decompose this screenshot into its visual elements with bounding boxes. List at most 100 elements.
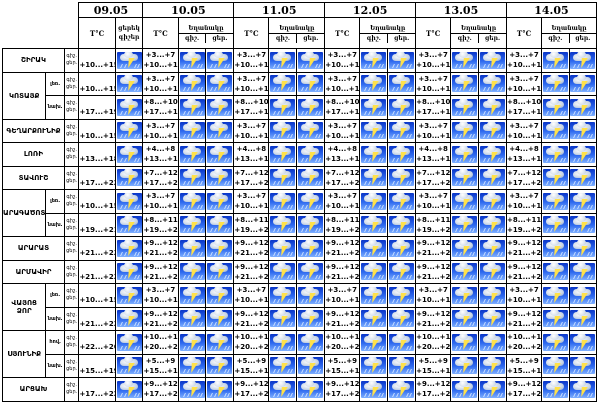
thunderstorm-rain-icon [207, 333, 233, 351]
temperature-cell: +4...+8+13...+18 [324, 142, 361, 167]
weather-icon-cell [205, 165, 235, 190]
thunderstorm-rain-icon [452, 145, 478, 163]
thunderstorm-rain-icon [543, 98, 569, 116]
weather-icon-cell [450, 377, 480, 402]
temp-column-header: T°C [415, 17, 452, 49]
day-temp: +17...+22 [79, 390, 116, 399]
day-temp: +17...+19 [234, 108, 269, 117]
day-temp: +17...+19 [416, 108, 451, 117]
thunderstorm-rain-icon [179, 216, 205, 234]
weather-icon-cell [114, 353, 144, 378]
day-temp: +10...+15 [234, 84, 269, 93]
night-temp: +8...+10 [325, 98, 360, 107]
day-temp: +10...+15 [416, 202, 451, 211]
thunderstorm-rain-icon [179, 239, 205, 257]
weather-header-label: ցերեկ [118, 25, 140, 32]
weather-icon-cell [177, 165, 207, 190]
night-label: գիշ. [66, 335, 77, 342]
weather-column-header: Եղանակը գիշ. ցեր. [268, 17, 326, 49]
night-temp: +7...+12 [416, 168, 451, 177]
thunderstorm-rain-icon [543, 75, 569, 93]
night-temp: +9...+12 [506, 239, 542, 248]
night-temp: +9...+12 [416, 380, 451, 389]
weather-icon-cell [387, 165, 417, 190]
weather-icon-cell [177, 306, 207, 331]
day-temp: +17...+22 [234, 390, 269, 399]
temperature-cell: +9...+12+21...+23 [415, 306, 452, 331]
thunderstorm-rain-icon [298, 263, 324, 281]
weather-icon-cell [478, 142, 507, 167]
thunderstorm-rain-icon [298, 98, 324, 116]
thunderstorm-rain-icon [179, 333, 205, 351]
temperature-cell: +8...+10+17...+19 [505, 95, 543, 120]
day-temp: +17...+22 [143, 390, 178, 399]
weather-icon-cell [114, 95, 144, 120]
night-temp: +9...+12 [325, 309, 360, 318]
temperature-cell: +9...+12+21...+23 [233, 259, 270, 284]
thunderstorm-rain-icon [570, 169, 596, 187]
temperature-cell: +3...+7+10...+15 [324, 283, 361, 308]
weather-column-header: Եղանակը գիշ. ցեր. [541, 17, 597, 49]
weather-icon-cell [205, 353, 235, 378]
temperature-cell: +7...+12+17...+22 [505, 165, 543, 190]
weather-icon-cell [450, 71, 480, 96]
thunderstorm-rain-icon [116, 169, 142, 187]
thunderstorm-rain-icon [207, 286, 233, 304]
temperature-cell: +9...+12+21...+23 [415, 236, 452, 261]
weather-icon-cell [114, 377, 144, 402]
temperature-cell: +4...+8+13...+18 [505, 142, 543, 167]
thunderstorm-rain-icon [570, 75, 596, 93]
weather-icon-cell [568, 377, 598, 402]
temperature-cell: +10...+15 [78, 118, 116, 143]
thunderstorm-rain-icon [298, 216, 324, 234]
thunderstorm-rain-icon [298, 145, 324, 163]
thunderstorm-rain-icon [543, 239, 569, 257]
thunderstorm-rain-icon [179, 145, 205, 163]
night-temp [80, 356, 114, 366]
region-name: ՍՅՈՒՆԻՔ [1, 330, 47, 378]
weather-icon-cell [268, 142, 298, 167]
night-temp: +9...+12 [416, 239, 451, 248]
thunderstorm-rain-icon [570, 286, 596, 304]
temperature-cell: +21...+23 [78, 236, 116, 261]
weather-header-night: գիշ. [270, 33, 298, 43]
weather-icon-cell [296, 71, 326, 96]
day-temp: +15...+19 [325, 366, 360, 375]
temperature-cell: +9...+12+17...+22 [324, 377, 361, 402]
weather-icon-cell [568, 353, 598, 378]
thunderstorm-rain-icon [270, 192, 296, 210]
temp-column-header: T°C [233, 17, 270, 49]
temperature-cell: +7...+12+17...+22 [233, 165, 270, 190]
night-temp: +9...+12 [325, 239, 360, 248]
table-row: նախ.գիշ.ցեր. +15...+19+5...+9+15...+19+5… [3, 353, 598, 378]
temperature-cell: +5...+9+15...+19 [324, 353, 361, 378]
weather-icon-cell [387, 212, 417, 237]
thunderstorm-rain-icon [389, 380, 415, 398]
weather-icon-cell [114, 259, 144, 284]
night-temp: +3...+7 [145, 286, 176, 295]
weather-icon-cell [268, 236, 298, 261]
weather-icon-cell [478, 95, 507, 120]
night-temp: +4...+8 [509, 145, 539, 154]
day-temp: +15...+19 [143, 366, 178, 375]
thunderstorm-rain-icon [570, 192, 596, 210]
day-temp: +13...+18 [143, 155, 178, 164]
weather-icon-cell [568, 212, 598, 237]
thunderstorm-rain-icon [298, 169, 324, 187]
night-temp: +7...+12 [143, 168, 178, 177]
thunderstorm-rain-icon [480, 192, 506, 210]
day-temp: +17...+22 [234, 178, 269, 187]
thunderstorm-rain-icon [270, 122, 296, 140]
day-temp: +20...+25 [234, 343, 269, 352]
weather-icon-cell [450, 259, 480, 284]
night-temp [80, 285, 114, 295]
subregion-label: նախ. [45, 306, 65, 331]
thunderstorm-rain-icon [207, 145, 233, 163]
temperature-cell: +10...+15+20...+25 [142, 330, 179, 355]
thunderstorm-rain-icon [116, 333, 142, 351]
day-temp: +17...+22 [325, 178, 360, 187]
subregion-label: նախ. [45, 353, 65, 378]
weather-icon-cell [205, 48, 235, 73]
weather-icon-cell [205, 306, 235, 331]
weather-icon-cell [177, 48, 207, 73]
